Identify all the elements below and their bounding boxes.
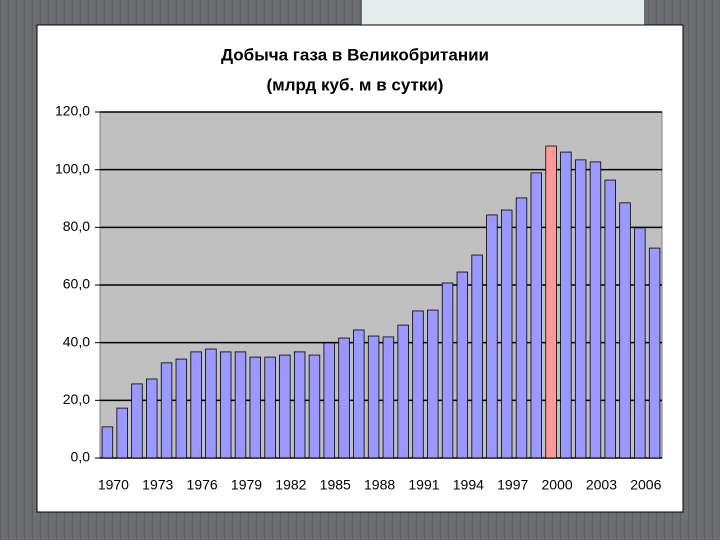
bar (412, 310, 424, 459)
x-tick-label: 1970 (98, 477, 129, 493)
x-tick-label: 1973 (142, 477, 173, 493)
chart-title: Добыча газа в Великобритании (221, 45, 489, 64)
x-tick-label: 1982 (275, 477, 306, 493)
x-tick-label: 2000 (542, 477, 573, 493)
y-tick-label: 0,0 (71, 449, 91, 465)
y-tick-label: 20,0 (63, 391, 90, 407)
y-tick-label: 60,0 (63, 276, 90, 292)
bar (648, 247, 661, 459)
y-tick-label: 120,0 (55, 103, 90, 119)
bar (323, 342, 335, 459)
bar (131, 383, 143, 459)
bar (634, 227, 646, 459)
x-tick-label: 1985 (320, 477, 351, 493)
x-tick-label: 2006 (630, 477, 661, 493)
bar (560, 151, 572, 459)
bar (160, 362, 173, 459)
bar (471, 254, 483, 459)
bar (574, 159, 587, 459)
bar (264, 356, 276, 459)
bar (279, 354, 291, 459)
bar (116, 407, 128, 459)
bar (234, 351, 247, 459)
bar (456, 271, 469, 459)
bar (427, 309, 439, 459)
bar (353, 329, 365, 459)
header-box (362, 0, 644, 26)
x-tick-label: 2003 (586, 477, 617, 493)
bar (293, 351, 306, 459)
bar (101, 426, 114, 459)
bar (146, 378, 158, 459)
bar (589, 161, 602, 459)
x-tick-label: 1997 (497, 477, 528, 493)
bar (486, 214, 498, 459)
bar (545, 145, 557, 459)
y-tick-label: 100,0 (55, 160, 90, 176)
bar (205, 348, 217, 459)
x-tick-label: 1988 (364, 477, 395, 493)
bar (249, 356, 262, 459)
bar (441, 282, 454, 459)
y-tick-label: 80,0 (63, 218, 90, 234)
bar (619, 202, 631, 459)
x-tick-label: 1976 (187, 477, 218, 493)
bar (367, 335, 380, 459)
x-tick-label: 1991 (408, 477, 439, 493)
bar (219, 351, 232, 459)
chart-subtitle: (млрд куб. м в сутки) (267, 75, 444, 94)
y-tick-label: 40,0 (63, 333, 90, 349)
bar (515, 197, 528, 459)
bar (308, 354, 321, 459)
bar (530, 172, 543, 459)
x-tick-label: 1979 (231, 477, 262, 493)
x-tick-label: 1994 (453, 477, 484, 493)
bar (382, 336, 395, 459)
bar (190, 351, 202, 459)
bar (175, 358, 188, 459)
bar (338, 337, 350, 459)
bar (500, 209, 513, 459)
bar (397, 324, 409, 459)
bar (604, 179, 616, 459)
